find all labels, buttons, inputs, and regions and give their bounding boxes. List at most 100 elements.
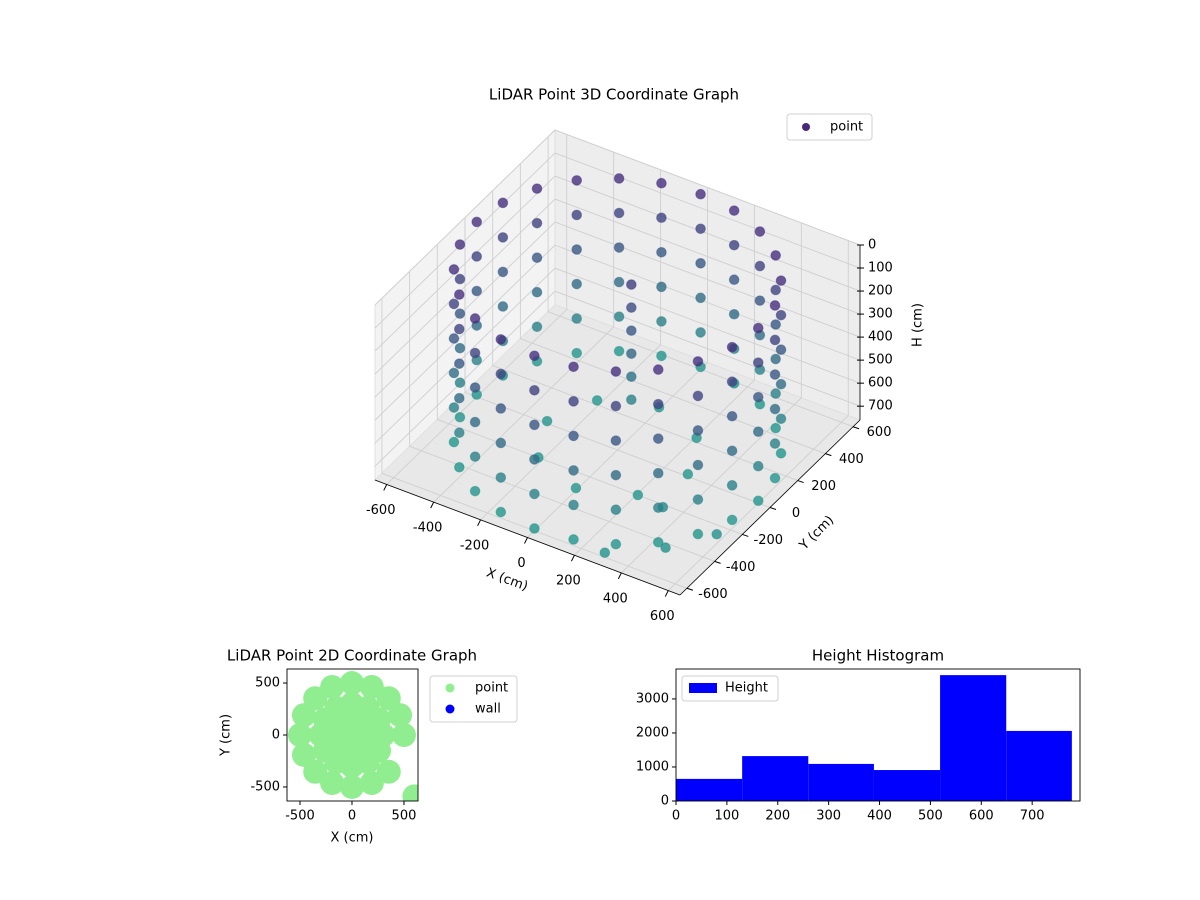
point xyxy=(599,547,611,559)
y-tick-label: 0 xyxy=(792,506,800,521)
point xyxy=(626,325,637,336)
point xyxy=(454,461,465,473)
point xyxy=(568,534,579,545)
point xyxy=(495,403,507,414)
x-tick-label: 400 xyxy=(867,809,892,824)
x-tick xyxy=(664,590,669,597)
point xyxy=(692,425,704,436)
point xyxy=(376,759,401,784)
point xyxy=(529,488,540,500)
y-tick-label: 500 xyxy=(255,676,280,691)
point xyxy=(568,361,579,373)
chart-title: Height Histogram xyxy=(812,647,944,665)
grid-line xyxy=(374,152,556,329)
point xyxy=(626,394,637,405)
x-tick xyxy=(524,537,528,544)
point xyxy=(626,371,637,382)
point xyxy=(656,281,667,293)
point xyxy=(359,771,384,796)
legend-label: point xyxy=(475,681,508,696)
point xyxy=(529,454,540,465)
z-tick-label: 300 xyxy=(868,307,893,322)
point xyxy=(613,276,625,288)
point xyxy=(497,197,509,209)
point xyxy=(291,703,316,728)
x-tick-label: 500 xyxy=(392,809,417,824)
y-tick-label: 1000 xyxy=(636,759,669,774)
grid-line xyxy=(374,244,556,421)
point xyxy=(531,252,543,263)
point xyxy=(775,275,787,286)
point xyxy=(469,382,481,393)
grid-line xyxy=(554,152,861,269)
point xyxy=(454,392,465,404)
y-tick xyxy=(686,587,694,591)
point xyxy=(541,415,553,427)
point xyxy=(471,251,483,262)
point xyxy=(454,323,465,335)
point xyxy=(531,286,543,298)
point xyxy=(726,445,738,457)
x-tick-label: -400 xyxy=(413,521,443,536)
x-tick xyxy=(383,484,388,491)
point xyxy=(754,226,766,237)
grid-line xyxy=(520,338,826,455)
point xyxy=(754,295,766,306)
y-axis-label: Y (cm) xyxy=(219,714,234,757)
point xyxy=(303,759,328,784)
y-tick-label: 400 xyxy=(839,452,864,467)
x-tick-label: 700 xyxy=(1020,809,1045,824)
point xyxy=(656,246,667,258)
point xyxy=(531,217,543,229)
y-tick-label: 2000 xyxy=(636,725,669,740)
point xyxy=(752,357,764,368)
axis-line xyxy=(679,419,861,596)
point xyxy=(469,451,481,462)
point xyxy=(495,472,507,483)
point xyxy=(769,300,781,311)
point xyxy=(752,495,764,507)
x-tick-label: 0 xyxy=(348,809,356,824)
point xyxy=(613,242,625,253)
point xyxy=(610,469,622,481)
point xyxy=(770,388,781,399)
y-tick xyxy=(714,560,721,564)
point xyxy=(568,430,579,442)
point xyxy=(728,205,740,216)
chart-title: LiDAR Point 2D Coordinate Graph xyxy=(227,647,477,665)
point xyxy=(610,538,622,550)
point xyxy=(610,504,622,515)
point xyxy=(471,216,483,228)
point xyxy=(728,239,740,251)
grid-line xyxy=(554,198,861,315)
x-tick-label: 0 xyxy=(672,809,680,824)
point xyxy=(775,309,787,321)
point xyxy=(632,489,644,501)
point xyxy=(726,480,738,491)
point xyxy=(656,316,667,327)
point xyxy=(469,313,481,324)
point xyxy=(692,356,704,367)
legend-marker xyxy=(445,704,455,714)
point xyxy=(571,244,583,255)
point xyxy=(726,376,738,388)
point xyxy=(529,419,540,431)
x-tick-label: 600 xyxy=(650,609,675,624)
grid-line xyxy=(554,267,861,384)
point xyxy=(454,308,466,319)
y-tick xyxy=(769,507,777,510)
point xyxy=(497,266,509,278)
point xyxy=(320,674,345,699)
x-tick-label: -200 xyxy=(460,538,490,553)
axes-frame xyxy=(286,668,419,802)
point xyxy=(626,279,637,290)
point xyxy=(695,188,706,200)
point xyxy=(448,298,460,310)
point xyxy=(656,350,667,362)
point xyxy=(448,402,460,413)
point xyxy=(613,173,625,184)
point xyxy=(448,333,460,344)
grid-line xyxy=(374,290,556,467)
point xyxy=(531,183,543,194)
